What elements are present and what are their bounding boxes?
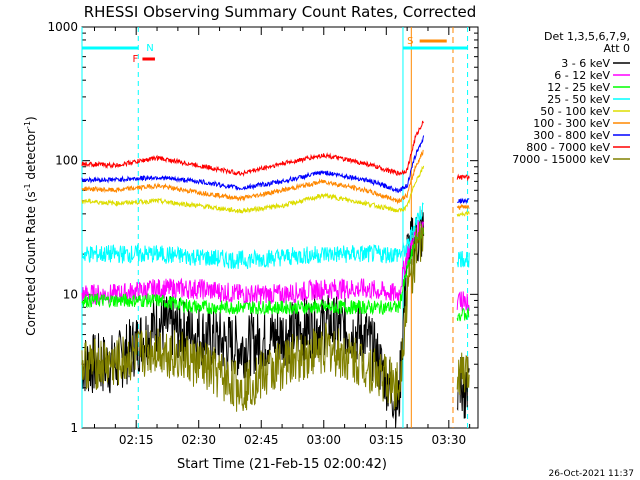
legend-label: 6 - 12 keV (554, 69, 610, 82)
series-line-4 (81, 202, 424, 270)
legend-label: 12 - 25 keV (547, 81, 610, 94)
series-tail-8 (456, 173, 470, 182)
y-tick-label: 10 (63, 287, 78, 301)
y-axis-label-part3: ) (24, 116, 38, 121)
legend-label: 7000 - 15000 keV (512, 153, 610, 166)
y-axis-label-part1: Corrected Count Rate (s (24, 191, 38, 335)
x-tick-label: 02:30 (181, 433, 216, 447)
legend-label: 25 - 50 keV (547, 93, 610, 106)
series-tail-5 (456, 210, 470, 217)
series-tail-4 (456, 250, 470, 268)
marker-label-s: S (407, 36, 413, 47)
series-line-9 (81, 222, 425, 412)
plot-area: 1 10 100 1000 02:15 02:30 02:45 03:00 03:15 03:30… (47, 20, 479, 447)
series-line-8 (81, 120, 424, 178)
series-line-7 (81, 135, 425, 194)
y-tick-label: 1 (70, 421, 78, 435)
series-tail-9 (456, 352, 470, 395)
series-tail-7 (456, 197, 470, 205)
legend-label: 3 - 6 keV (561, 57, 610, 70)
y-tick-label: 100 (55, 154, 78, 168)
series-line-6 (81, 149, 424, 205)
legend-label: 50 - 100 keV (540, 105, 610, 118)
x-tick-label: 03:00 (306, 433, 341, 447)
chart-title: RHESSI Observing Summary Count Rates, Co… (84, 3, 477, 21)
y-axis-label-sup1: -1 (23, 183, 32, 191)
series-tail-6 (456, 203, 470, 211)
series-line-5 (81, 165, 425, 214)
legend-label: 100 - 300 keV (533, 117, 610, 130)
x-tick-label: 02:45 (244, 433, 279, 447)
series-line-3 (81, 227, 425, 316)
legend-label: 300 - 800 keV (533, 129, 610, 142)
x-tick-label: 03:15 (369, 433, 404, 447)
legend-label: 800 - 7000 keV (526, 141, 610, 154)
marker-label-f: F (132, 54, 138, 65)
series-line-1 (81, 209, 425, 429)
y-axis-label-sup2: -1 (23, 121, 32, 129)
x-axis-label: Start Time (21-Feb-15 02:00:42) (177, 457, 387, 472)
legend-header-2: Att 0 (604, 42, 630, 55)
marker-label-n: N (146, 43, 153, 54)
y-axis-label-part2: detector (24, 129, 38, 184)
x-tick-label: 03:30 (432, 433, 467, 447)
timestamp: 26-Oct-2021 11:37 (549, 469, 634, 479)
y-axis-label: Corrected Count Rate (s-1 detector-1) (23, 116, 38, 335)
y-tick-label: 1000 (47, 20, 78, 34)
series-tail-2 (456, 291, 470, 311)
series-tail-3 (456, 307, 470, 322)
x-tick-label: 02:15 (119, 433, 154, 447)
legend-header-1: Det 1,3,5,6,7,9, (544, 30, 630, 43)
